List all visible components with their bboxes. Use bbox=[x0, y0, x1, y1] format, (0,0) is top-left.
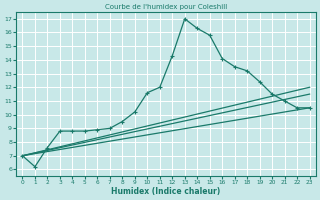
Title: Courbe de l'humidex pour Coleshill: Courbe de l'humidex pour Coleshill bbox=[105, 4, 227, 10]
X-axis label: Humidex (Indice chaleur): Humidex (Indice chaleur) bbox=[111, 187, 221, 196]
